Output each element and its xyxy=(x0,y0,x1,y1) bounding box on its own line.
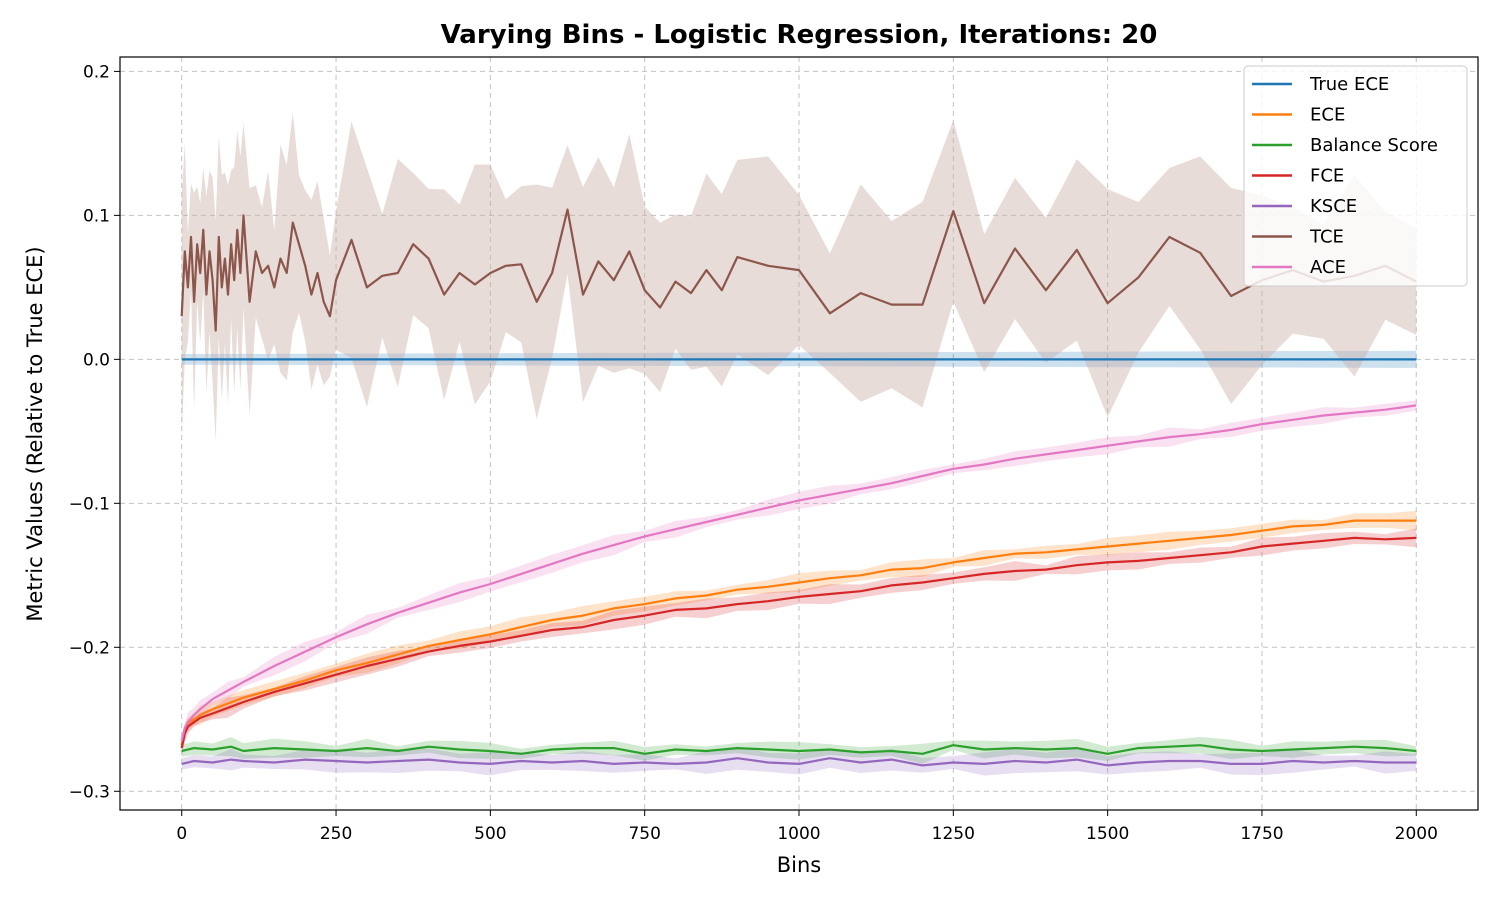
x-tick-label: 1250 xyxy=(932,824,975,844)
ksce-line xyxy=(181,757,1417,767)
plot-area xyxy=(119,56,1479,811)
ace-line xyxy=(180,404,1417,742)
x-tick-label: 1000 xyxy=(777,824,820,844)
x-tick-label: 2000 xyxy=(1395,824,1438,844)
y-tick-label: 0.0 xyxy=(83,350,110,370)
x-tick-label: 1750 xyxy=(1240,824,1283,844)
y-tick-label: −0.2 xyxy=(69,638,110,658)
x-tick-label: 0 xyxy=(176,824,187,844)
chart-title: Varying Bins - Logistic Regression, Iter… xyxy=(441,20,1158,50)
y-tick-label: 0.1 xyxy=(83,206,110,226)
legend-label-ace: ACE xyxy=(1310,257,1346,278)
x-tick-label: 1500 xyxy=(1086,824,1129,844)
tce-line xyxy=(180,208,1417,332)
x-axis-label: Bins xyxy=(777,853,822,877)
legend: True ECE ECE Balance Score FCE KSCE TCE ACE xyxy=(1243,65,1468,287)
tick-layer: 0 250 500 750 1000 1250 1500 1750 2000 −0.3 −0.2 −0… xyxy=(69,62,1438,844)
y-axis-label: Metric Values (Relative to True ECE) xyxy=(23,246,47,621)
balance-score-line xyxy=(181,744,1417,755)
fce-line xyxy=(180,536,1417,749)
ece-line xyxy=(180,519,1417,746)
x-tick-label: 250 xyxy=(320,824,352,844)
y-tick-label: −0.3 xyxy=(69,782,110,802)
legend-label-fce: FCE xyxy=(1310,166,1344,187)
legend-label-true-ece: True ECE xyxy=(1309,74,1389,95)
legend-label-tce: TCE xyxy=(1309,227,1344,248)
x-tick-label: 750 xyxy=(628,824,660,844)
legend-box xyxy=(1243,65,1468,287)
ksce-band xyxy=(181,746,1417,776)
line-layer xyxy=(180,208,1417,767)
y-tick-label: −0.1 xyxy=(69,494,110,514)
legend-label-ece: ECE xyxy=(1310,105,1345,126)
x-tick-label: 500 xyxy=(474,824,506,844)
legend-label-balance-score: Balance Score xyxy=(1310,135,1438,156)
y-tick-label: 0.2 xyxy=(83,62,110,82)
legend-label-ksce: KSCE xyxy=(1310,196,1357,217)
